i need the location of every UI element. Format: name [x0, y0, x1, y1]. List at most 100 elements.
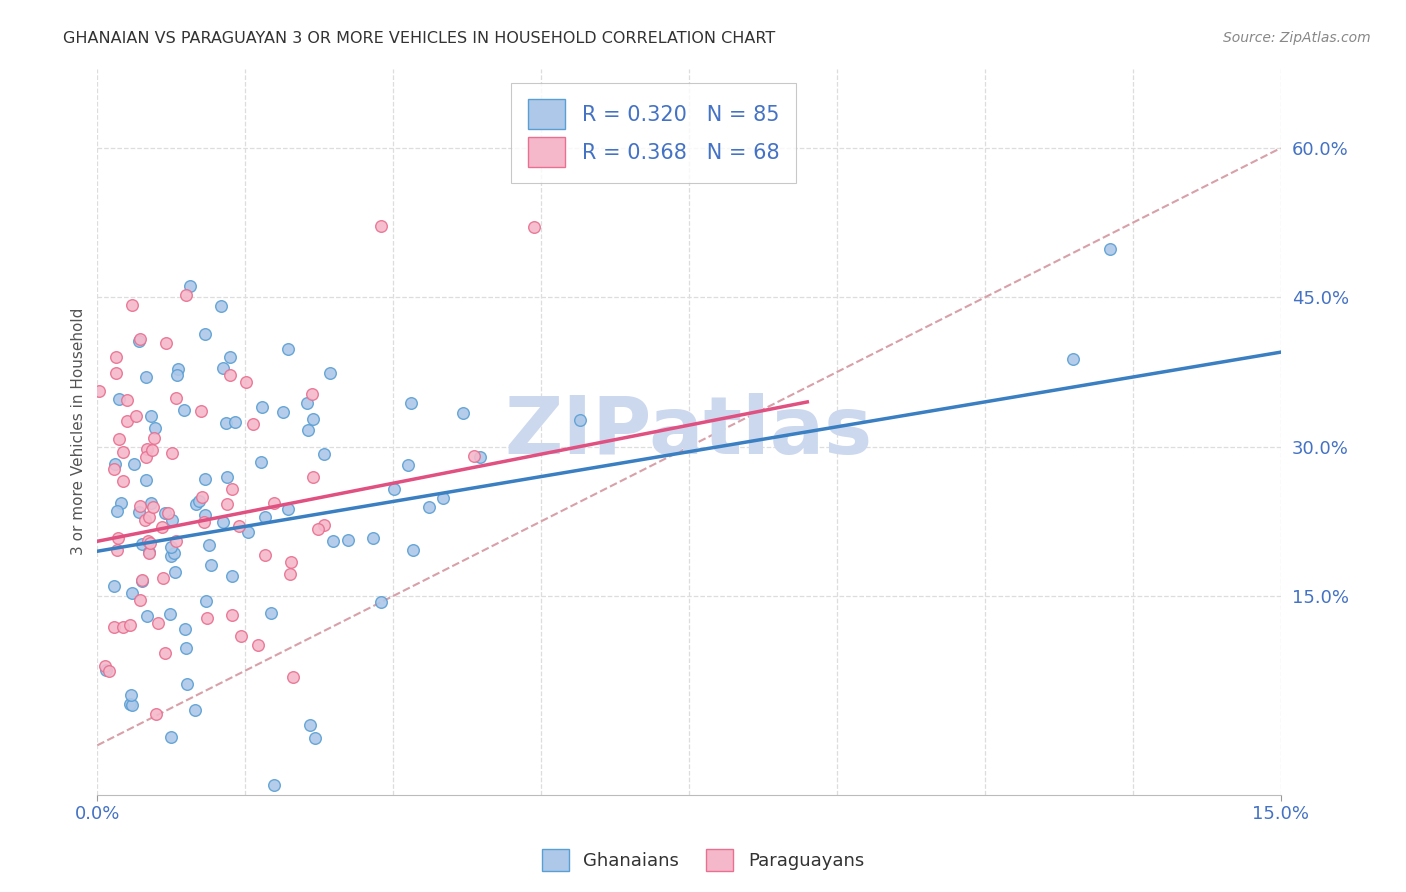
Point — [128, 334, 150, 348]
Point — [110, 496, 132, 510]
Point — [135, 450, 157, 465]
Point — [117, 393, 139, 408]
Point — [361, 531, 384, 545]
Point — [131, 574, 153, 589]
Point — [112, 445, 135, 459]
Point — [129, 332, 152, 346]
Point — [120, 689, 142, 703]
Point — [283, 670, 305, 684]
Point — [399, 396, 422, 410]
Point — [382, 482, 405, 496]
Point — [221, 607, 243, 622]
Point — [160, 730, 183, 744]
Text: GHANAIAN VS PARAGUAYAN 3 OR MORE VEHICLES IN HOUSEHOLD CORRELATION CHART: GHANAIAN VS PARAGUAYAN 3 OR MORE VEHICLE… — [63, 31, 776, 46]
Point — [111, 474, 134, 488]
Point — [468, 450, 491, 464]
Point — [142, 431, 165, 445]
Point — [209, 299, 232, 313]
Point — [103, 620, 125, 634]
Point — [121, 698, 143, 712]
Point — [250, 455, 273, 469]
Point — [299, 718, 322, 732]
Point — [370, 219, 392, 234]
Point — [160, 513, 183, 527]
Point — [141, 443, 163, 458]
Legend: Ghanaians, Paraguayans: Ghanaians, Paraguayans — [534, 842, 872, 879]
Point — [121, 586, 143, 600]
Point — [176, 677, 198, 691]
Point — [238, 524, 260, 539]
Point — [107, 531, 129, 545]
Point — [301, 387, 323, 401]
Point — [118, 697, 141, 711]
Point — [152, 571, 174, 585]
Point — [523, 219, 546, 234]
Legend: R = 0.320   N = 85, R = 0.368   N = 68: R = 0.320 N = 85, R = 0.368 N = 68 — [510, 83, 796, 183]
Point — [277, 343, 299, 357]
Point — [105, 542, 128, 557]
Point — [139, 409, 162, 423]
Point — [94, 659, 117, 673]
Point — [135, 370, 157, 384]
Point — [131, 537, 153, 551]
Point — [136, 442, 159, 457]
Point — [432, 491, 454, 506]
Point — [165, 391, 187, 405]
Point — [215, 497, 238, 511]
Text: ZIPatlas: ZIPatlas — [505, 392, 873, 471]
Point — [173, 403, 195, 417]
Point — [254, 548, 277, 562]
Point — [277, 502, 299, 516]
Point — [370, 595, 392, 609]
Point — [314, 518, 336, 533]
Point — [184, 497, 207, 511]
Point — [129, 593, 152, 607]
Point — [568, 413, 591, 427]
Point — [307, 522, 329, 536]
Point — [219, 368, 242, 383]
Point — [263, 496, 285, 510]
Point — [184, 703, 207, 717]
Point — [301, 470, 323, 484]
Point — [212, 516, 235, 530]
Point — [104, 457, 127, 471]
Point — [302, 411, 325, 425]
Point — [312, 448, 335, 462]
Text: Source: ZipAtlas.com: Source: ZipAtlas.com — [1223, 31, 1371, 45]
Point — [150, 520, 173, 534]
Point — [131, 574, 153, 588]
Point — [166, 368, 188, 382]
Point — [402, 543, 425, 558]
Point — [134, 513, 156, 527]
Point — [278, 566, 301, 581]
Point — [135, 474, 157, 488]
Point — [107, 432, 129, 446]
Point — [104, 366, 127, 380]
Y-axis label: 3 or more Vehicles in Household: 3 or more Vehicles in Household — [72, 308, 86, 556]
Point — [224, 415, 246, 429]
Point — [111, 620, 134, 634]
Point — [190, 404, 212, 418]
Point — [118, 618, 141, 632]
Point — [174, 622, 197, 636]
Point — [107, 392, 129, 406]
Point — [195, 594, 218, 608]
Point — [322, 533, 344, 548]
Point — [138, 509, 160, 524]
Point — [200, 558, 222, 573]
Point — [89, 384, 111, 399]
Point — [221, 482, 243, 496]
Point — [198, 538, 221, 552]
Point — [297, 396, 319, 410]
Point — [221, 569, 243, 583]
Point — [250, 401, 273, 415]
Point — [297, 423, 319, 437]
Point — [253, 510, 276, 524]
Point — [163, 566, 186, 580]
Point — [125, 409, 148, 423]
Point — [453, 406, 475, 420]
Point — [129, 500, 152, 514]
Point — [105, 503, 128, 517]
Point — [191, 490, 214, 504]
Point — [337, 533, 360, 547]
